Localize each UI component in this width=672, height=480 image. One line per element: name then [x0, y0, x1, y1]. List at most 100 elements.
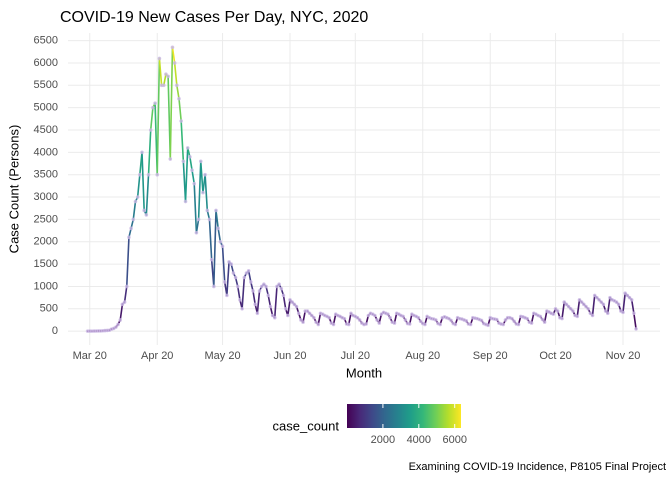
line-segment — [215, 209, 219, 230]
data-point — [188, 155, 192, 159]
data-point — [603, 309, 608, 313]
data-point — [564, 302, 569, 307]
data-point — [192, 181, 197, 186]
x-tick-label: Sep 20 — [473, 350, 508, 362]
data-point — [309, 313, 314, 318]
line-segment — [162, 73, 167, 87]
data-point — [516, 322, 521, 327]
y-tick-label: 0 — [52, 325, 58, 337]
data-point — [296, 311, 301, 316]
y-tick-label: 5000 — [34, 102, 58, 114]
data-point — [238, 298, 242, 302]
line-segment — [543, 310, 548, 324]
line-segment — [199, 160, 204, 194]
line-segment — [125, 236, 130, 288]
legend-title: case_count — [273, 418, 340, 433]
data-point — [416, 315, 421, 320]
y-tick-label: 1500 — [34, 258, 58, 270]
data-point — [571, 309, 575, 313]
data-point — [268, 304, 273, 309]
x-axis-label: Month — [346, 365, 382, 380]
data-point — [203, 172, 207, 177]
data-point — [597, 298, 601, 302]
data-point — [179, 119, 183, 123]
line-segment — [247, 269, 252, 283]
data-point — [251, 289, 255, 293]
x-tick-label: Oct 20 — [539, 350, 571, 362]
data-point — [129, 226, 133, 231]
colorbar-tick-label: 6000 — [442, 434, 466, 446]
line-segment — [158, 57, 163, 87]
data-point — [366, 313, 371, 318]
data-point — [190, 168, 194, 173]
data-point — [253, 302, 257, 307]
line-segment — [173, 62, 178, 87]
line-segment — [136, 173, 141, 198]
data-point — [377, 321, 382, 325]
data-point — [553, 306, 558, 311]
line-segment — [180, 120, 185, 163]
data-point — [175, 83, 179, 88]
data-point — [212, 284, 216, 289]
data-point — [538, 314, 543, 319]
data-point — [262, 282, 266, 287]
data-point — [142, 208, 146, 213]
line-segment — [169, 46, 174, 160]
y-tick-label: 2000 — [34, 236, 58, 248]
data-point — [525, 316, 530, 321]
line-segment — [193, 182, 198, 234]
line-segment — [176, 84, 180, 100]
data-point — [164, 72, 168, 76]
data-point — [281, 293, 286, 298]
data-point — [438, 322, 442, 327]
data-point — [386, 312, 390, 316]
data-point — [579, 300, 584, 304]
data-point — [283, 306, 288, 311]
data-point — [623, 291, 627, 295]
line-segment — [317, 312, 322, 326]
line-segment — [252, 290, 256, 306]
data-point — [264, 284, 268, 289]
data-point — [124, 284, 129, 289]
data-point — [227, 260, 231, 264]
data-point — [582, 302, 586, 307]
data-point — [299, 318, 303, 322]
data-point — [127, 235, 131, 240]
y-tick-label: 4500 — [34, 124, 58, 136]
line-segment — [226, 261, 230, 297]
x-tick-label: Jul 20 — [341, 350, 370, 362]
line-segment — [273, 285, 278, 319]
line-segment — [132, 200, 137, 221]
data-point — [216, 226, 220, 231]
data-point — [616, 302, 621, 307]
line-segment — [256, 290, 261, 315]
line-segment — [141, 151, 145, 212]
line-segment — [119, 303, 124, 321]
line-segment — [591, 294, 596, 317]
data-point — [407, 322, 412, 326]
data-point — [551, 312, 556, 316]
data-point — [586, 306, 590, 311]
data-point — [275, 284, 279, 289]
line-segment — [241, 276, 246, 310]
y-tick-label: 500 — [40, 303, 58, 315]
data-point — [257, 289, 262, 293]
line-segment — [630, 299, 635, 315]
data-point — [122, 300, 127, 304]
data-point — [196, 217, 201, 222]
data-point — [434, 318, 438, 322]
data-point — [449, 318, 453, 323]
data-point — [140, 150, 144, 155]
data-point — [566, 304, 571, 309]
x-tick-label: Aug 20 — [405, 350, 440, 362]
data-point — [168, 157, 173, 161]
data-point — [584, 304, 588, 309]
line-segment — [236, 285, 241, 301]
data-point — [560, 316, 564, 321]
line-segment — [208, 218, 213, 261]
data-point — [555, 309, 560, 313]
data-point — [218, 239, 223, 244]
data-point — [588, 311, 593, 316]
data-point — [166, 74, 170, 79]
